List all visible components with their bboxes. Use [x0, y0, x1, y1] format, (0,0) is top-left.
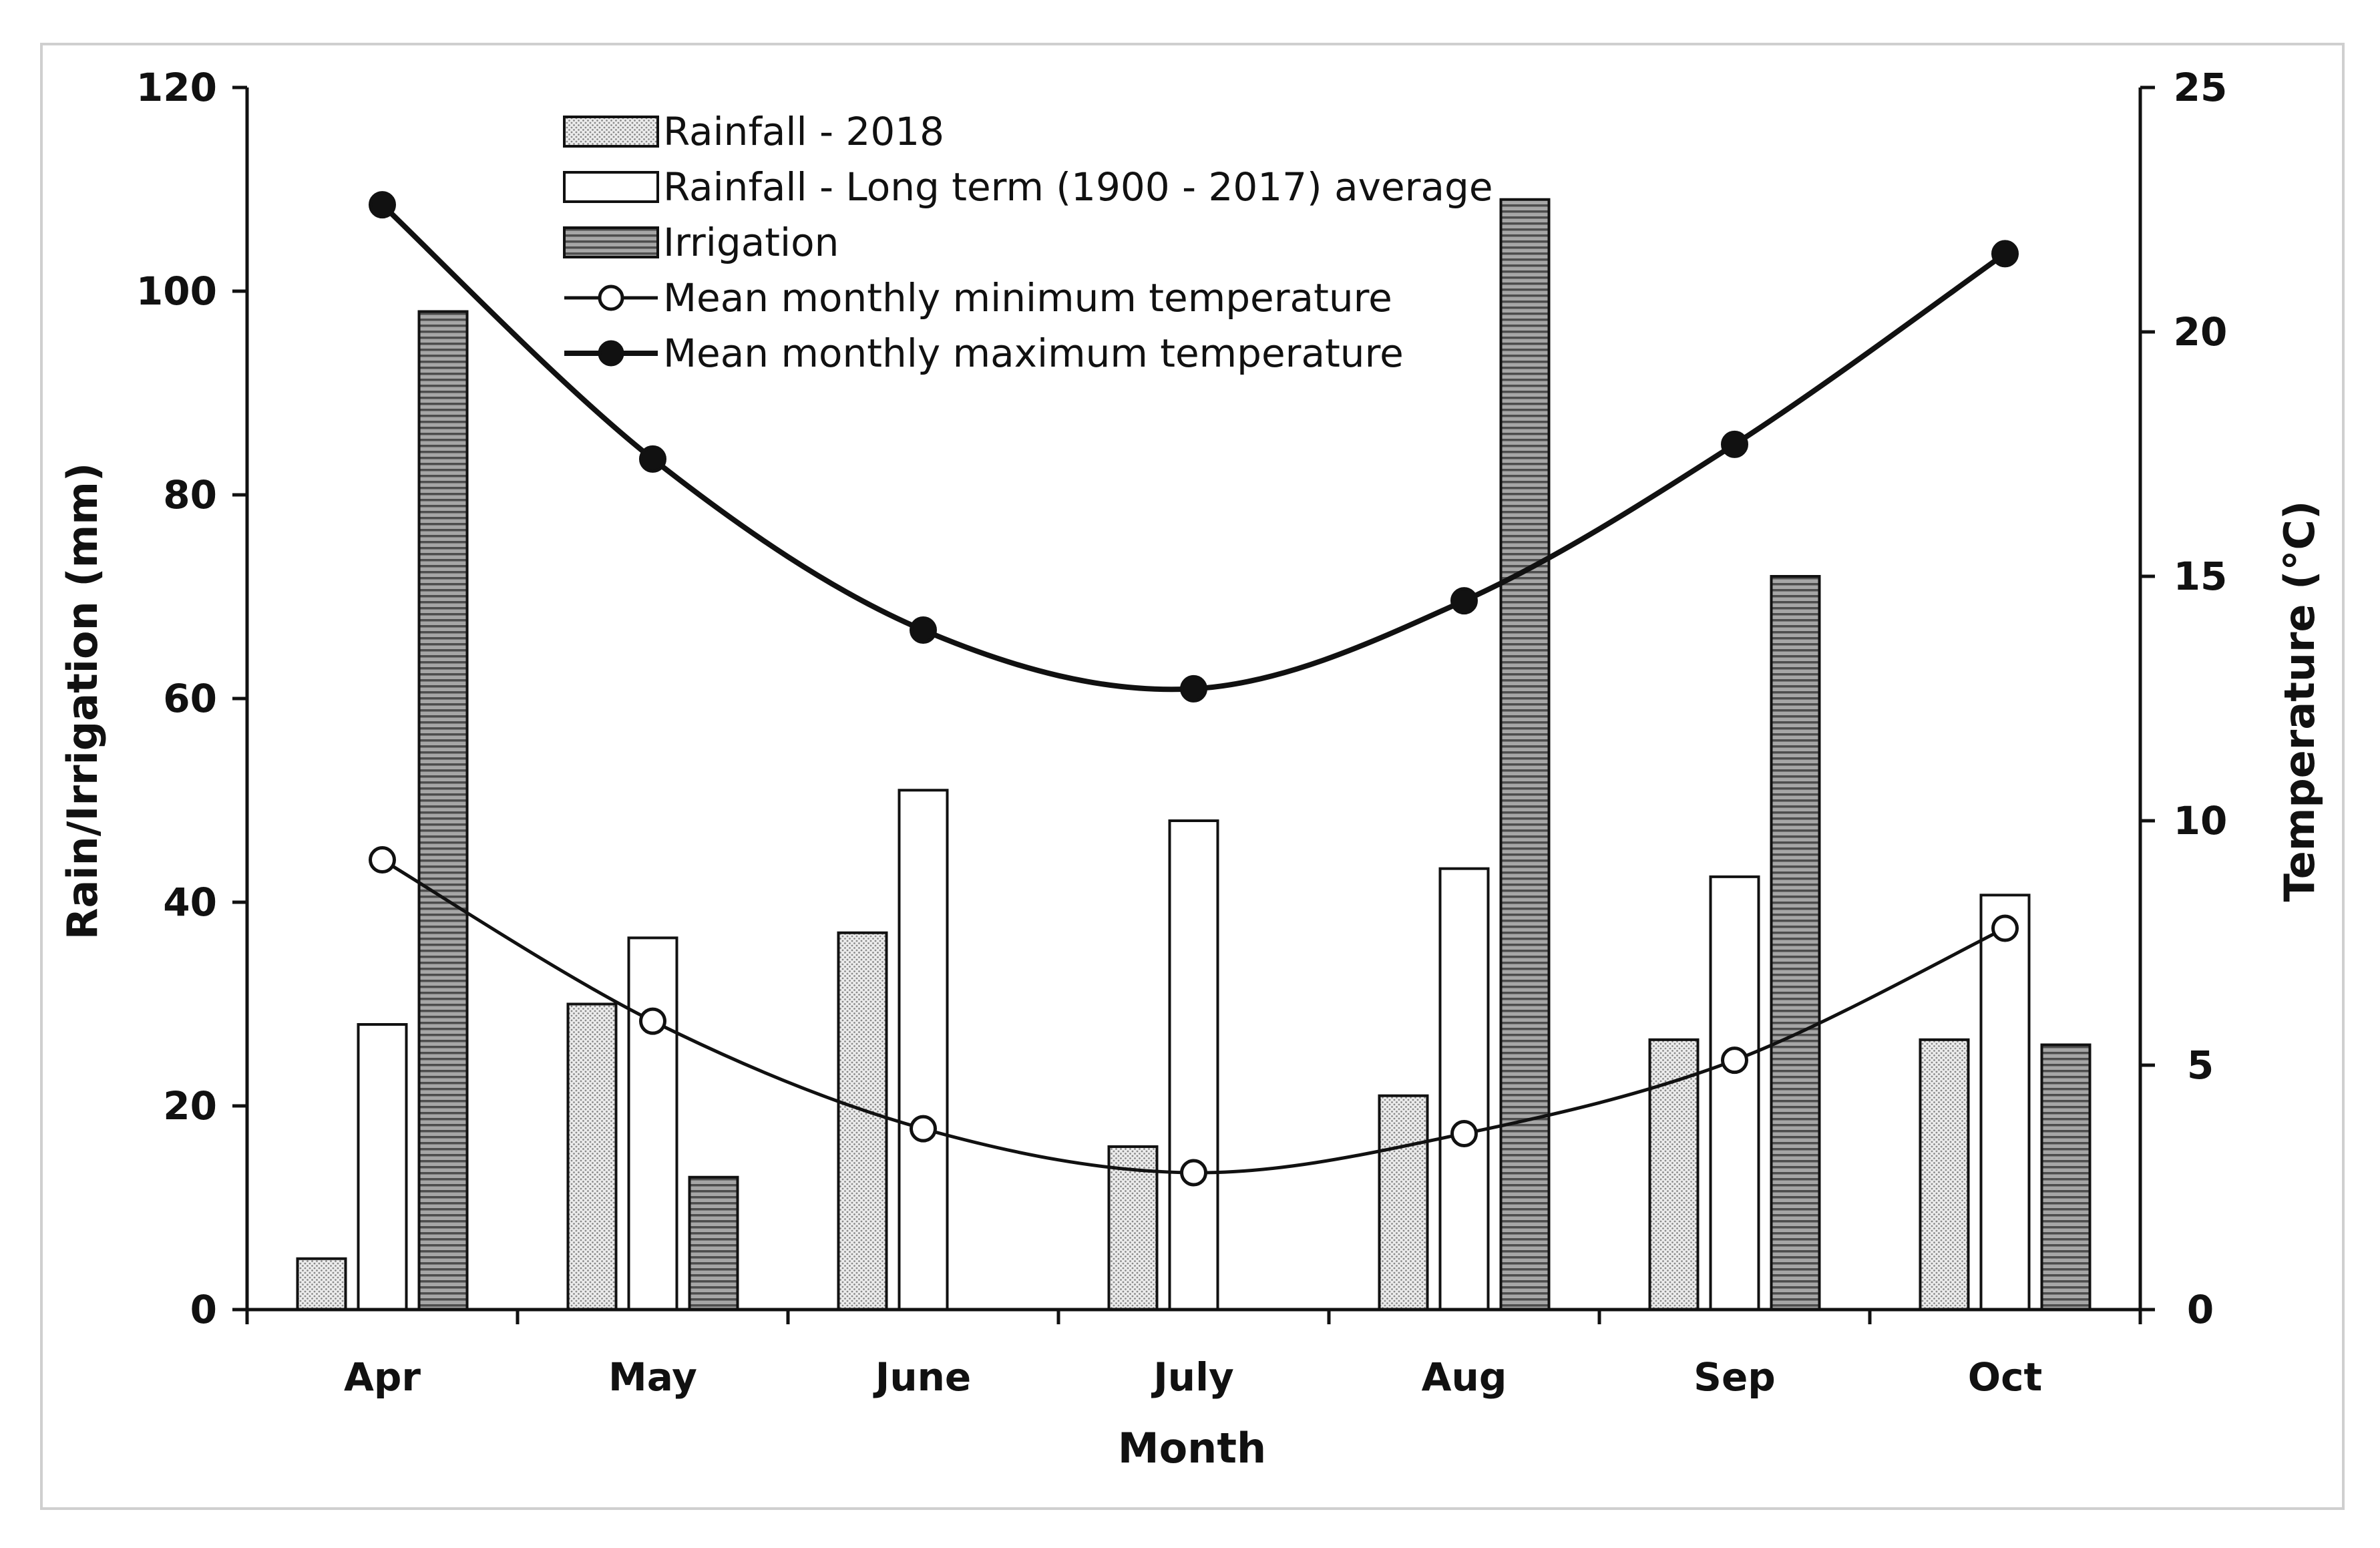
point-max-temp-2: [910, 616, 937, 644]
point-min-temp-4: [1450, 1119, 1478, 1147]
point-max-temp-5: [1721, 430, 1748, 458]
bar-dotted-2: [837, 931, 888, 1311]
point-max-temp-0: [369, 191, 396, 219]
x-axis-title: Month: [1118, 1424, 1266, 1473]
y2-tick-label: 25: [2174, 65, 2228, 110]
x-tick-label: June: [873, 1354, 972, 1400]
axes-layer: 0 20 40 60 80 100 120 0 5 10 15 20 25 Apr May June July A…: [136, 65, 2227, 1400]
y-tick-label: 40: [163, 880, 217, 925]
bar-horizontal-lines-5: [1770, 575, 1821, 1311]
bar-solid-1: [627, 936, 678, 1311]
y2-tick-label: 15: [2174, 554, 2228, 599]
legend-marker-max: [598, 340, 624, 367]
legend-swatch-horizontal-lines: [563, 226, 659, 258]
y2-tick-label: 0: [2187, 1287, 2214, 1332]
bar-solid-0: [357, 1023, 408, 1311]
point-max-temp-1: [639, 445, 666, 473]
x-tick-label: Sep: [1694, 1354, 1776, 1400]
y2-axis-title: Temperature (°C): [2275, 501, 2324, 902]
legend-label: Rainfall - 2018: [663, 109, 944, 154]
point-min-temp-2: [910, 1115, 937, 1143]
bar-horizontal-lines-1: [688, 1175, 739, 1311]
point-min-temp-3: [1180, 1159, 1207, 1187]
y2-tick-label: 5: [2187, 1042, 2214, 1088]
y-tick-label: 20: [163, 1083, 217, 1129]
point-max-temp-4: [1450, 587, 1478, 615]
point-min-temp-1: [639, 1007, 666, 1035]
x-tick-label: May: [608, 1354, 697, 1400]
y-axis-title: Rain/Irrigation (mm): [58, 463, 107, 940]
bar-dotted-0: [296, 1257, 347, 1311]
y2-tick-label: 20: [2174, 309, 2228, 355]
legend-label: Rainfall - Long term (1900 - 2017) avera…: [663, 164, 1493, 210]
bar-horizontal-lines-6: [2040, 1043, 2092, 1311]
x-tick-label: Aug: [1422, 1354, 1507, 1400]
bar-horizontal-lines-0: [417, 310, 469, 1311]
point-max-temp-6: [1991, 240, 2019, 268]
y-tick-label: 100: [136, 268, 217, 314]
legend-label: Mean monthly minimum temperature: [663, 275, 1392, 321]
legend-label: Mean monthly maximum temperature: [663, 331, 1404, 376]
y-tick-label: 60: [163, 676, 217, 721]
legend: Rainfall - 2018 Rainfall - Long term (190…: [563, 109, 1493, 376]
point-max-temp-3: [1180, 674, 1207, 703]
legend-label: Irrigation: [663, 220, 839, 265]
bar-solid-5: [1709, 875, 1760, 1311]
x-tick-label: Oct: [1968, 1354, 2042, 1400]
y-tick-label: 120: [136, 65, 217, 110]
y-tick-label: 0: [190, 1287, 217, 1332]
point-min-temp-5: [1721, 1046, 1748, 1075]
bar-solid-4: [1438, 867, 1490, 1312]
point-min-temp-0: [369, 846, 396, 874]
legend-swatch-solid: [563, 171, 659, 203]
bar-dotted-4: [1378, 1094, 1429, 1311]
y-tick-label: 80: [163, 472, 217, 518]
point-min-temp-6: [1991, 914, 2019, 942]
lines-layer: [369, 191, 2019, 1187]
bar-solid-6: [1979, 894, 2031, 1311]
y2-tick-label: 10: [2174, 798, 2228, 843]
x-tick-label: July: [1151, 1354, 1234, 1400]
bar-solid-3: [1168, 819, 1219, 1311]
legend-swatch-dotted: [563, 116, 659, 148]
bar-dotted-1: [566, 1002, 618, 1311]
x-tick-label: Apr: [344, 1354, 421, 1400]
bar-horizontal-lines-4: [1499, 198, 1551, 1311]
legend-marker-min: [598, 284, 624, 311]
bar-solid-2: [898, 789, 949, 1311]
bar-dotted-6: [1919, 1038, 1970, 1311]
